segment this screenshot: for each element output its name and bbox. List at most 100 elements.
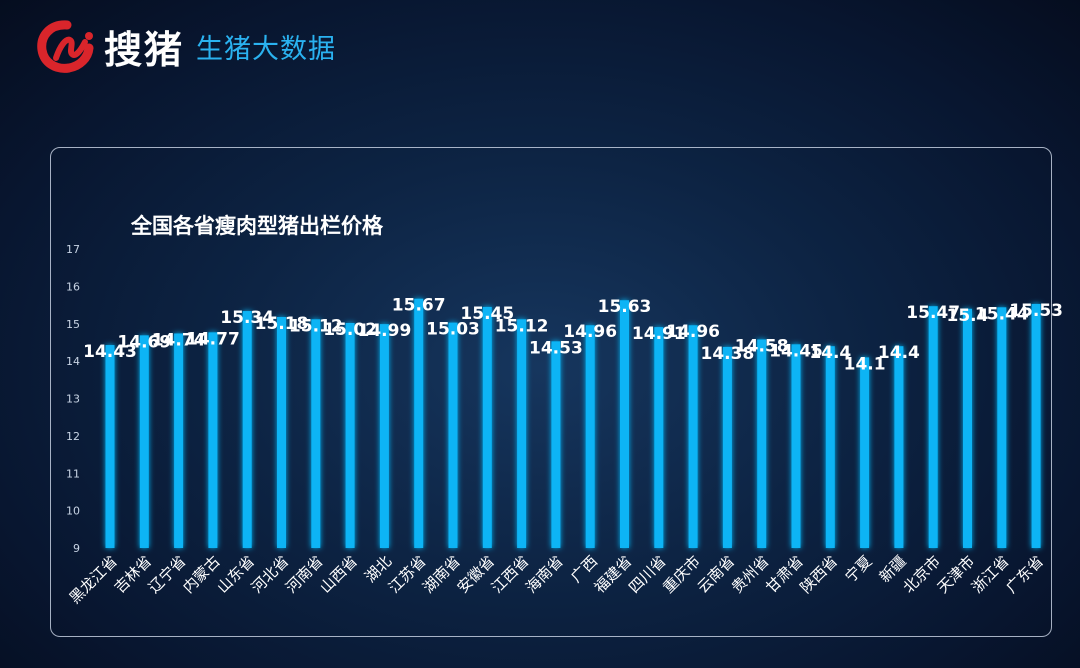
x-tick-label: 天津市 <box>934 552 979 597</box>
y-tick-label: 15 <box>66 318 80 331</box>
x-tick-label: 安徽省 <box>454 552 499 597</box>
data-label: 15.4 <box>947 306 989 326</box>
bar <box>242 311 252 548</box>
x-tick-label: 云南省 <box>694 552 739 597</box>
data-label: 15.45 <box>460 304 514 324</box>
bar <box>174 333 184 548</box>
data-label: 14.91 <box>632 324 686 344</box>
x-tick-label: 河北省 <box>248 552 293 597</box>
bar <box>894 346 904 548</box>
chart-panel <box>50 147 1052 637</box>
y-tick-label: 12 <box>66 430 80 443</box>
x-tick-label: 山东省 <box>213 552 258 597</box>
x-tick-label: 福建省 <box>591 552 636 597</box>
x-tick-label: 浙江省 <box>968 552 1013 597</box>
data-label: 15.03 <box>426 320 480 340</box>
x-tick-label: 广东省 <box>1002 552 1047 597</box>
bar <box>791 344 801 548</box>
bar <box>688 325 698 548</box>
y-tick-label: 14 <box>66 355 80 368</box>
x-tick-label: 甘肃省 <box>762 552 807 597</box>
data-label: 15.53 <box>1009 301 1063 321</box>
data-label: 14.58 <box>735 336 789 356</box>
value-labels-group: 14.4314.6914.7414.7715.3415.1815.1215.02… <box>83 296 1063 375</box>
x-tick-label: 湖南省 <box>419 552 464 597</box>
bar <box>379 324 389 548</box>
y-tick-label: 13 <box>66 393 80 406</box>
data-label: 14.69 <box>117 332 171 352</box>
bar <box>311 319 321 548</box>
x-tick-label: 内蒙古 <box>179 552 224 597</box>
data-label: 15.63 <box>598 297 652 317</box>
y-axis: 9 10 11 12 13 14 15 16 17 <box>66 243 80 555</box>
x-tick-label: 北京市 <box>899 552 944 597</box>
bar <box>551 341 561 548</box>
brand-tagline: 生猪大数据 <box>196 33 337 65</box>
bar <box>654 327 664 548</box>
data-label: 15.67 <box>392 296 446 316</box>
data-label: 14.96 <box>563 322 617 342</box>
bar <box>277 317 286 548</box>
brand-header: 搜猪 生猪大数据 <box>36 18 336 74</box>
bar <box>482 306 492 548</box>
data-label: 14.38 <box>701 344 755 364</box>
bar <box>963 308 972 548</box>
data-label: 14.96 <box>666 322 720 342</box>
pig-logo-icon <box>37 20 94 73</box>
bar <box>620 300 629 548</box>
data-label: 15.02 <box>323 320 377 340</box>
bar <box>517 319 527 548</box>
data-label: 15.47 <box>906 303 960 323</box>
bar <box>860 357 870 548</box>
data-label: 14.4 <box>809 343 851 363</box>
x-tick-label: 重庆市 <box>659 552 704 597</box>
bar <box>585 325 595 548</box>
x-tick-label: 河南省 <box>282 552 327 597</box>
data-label: 15.18 <box>255 314 309 334</box>
x-tick-label: 江苏省 <box>385 552 430 597</box>
bar <box>139 335 149 548</box>
bar <box>722 346 732 548</box>
x-tick-label: 四川省 <box>625 552 670 597</box>
y-tick-label: 11 <box>66 467 80 480</box>
x-tick-label: 陕西省 <box>797 552 842 597</box>
x-tick-label: 山西省 <box>316 552 361 597</box>
bar <box>757 339 767 548</box>
bar <box>448 322 458 548</box>
data-label: 14.43 <box>83 342 137 362</box>
x-tick-label: 吉林省 <box>111 552 156 597</box>
data-label: 15.12 <box>495 316 549 336</box>
data-label: 14.77 <box>186 329 240 349</box>
data-label: 15.34 <box>220 308 274 328</box>
bar <box>208 332 218 548</box>
bars-group <box>105 298 1041 548</box>
data-label: 14.1 <box>844 354 886 374</box>
bar <box>997 307 1007 548</box>
y-tick-label: 10 <box>66 505 80 518</box>
bar <box>345 323 355 548</box>
data-label: 14.45 <box>769 341 823 361</box>
y-tick-label: 17 <box>66 243 80 256</box>
chart-title: 全国各省瘦肉型猪出栏价格 <box>131 214 383 238</box>
x-tick-label: 宁夏 <box>841 552 875 586</box>
bar <box>1031 303 1041 548</box>
data-label: 15.12 <box>289 316 343 336</box>
y-tick-label: 9 <box>73 542 80 555</box>
x-tick-label: 贵州省 <box>728 552 773 597</box>
data-label: 14.53 <box>529 338 583 358</box>
bar <box>105 345 115 548</box>
x-tick-label: 黑龙江省 <box>66 552 121 607</box>
data-label: 14.99 <box>358 321 412 341</box>
bar <box>928 306 938 548</box>
x-tick-label: 辽宁省 <box>145 552 190 597</box>
bar <box>414 298 424 548</box>
brand-name: 搜猪 <box>104 26 185 72</box>
bar <box>825 346 835 548</box>
y-tick-label: 16 <box>66 280 80 293</box>
x-tick-label: 江西省 <box>488 552 533 597</box>
x-tick-label: 海南省 <box>522 552 567 597</box>
data-label: 14.4 <box>878 343 920 363</box>
data-label: 14.74 <box>152 330 206 350</box>
